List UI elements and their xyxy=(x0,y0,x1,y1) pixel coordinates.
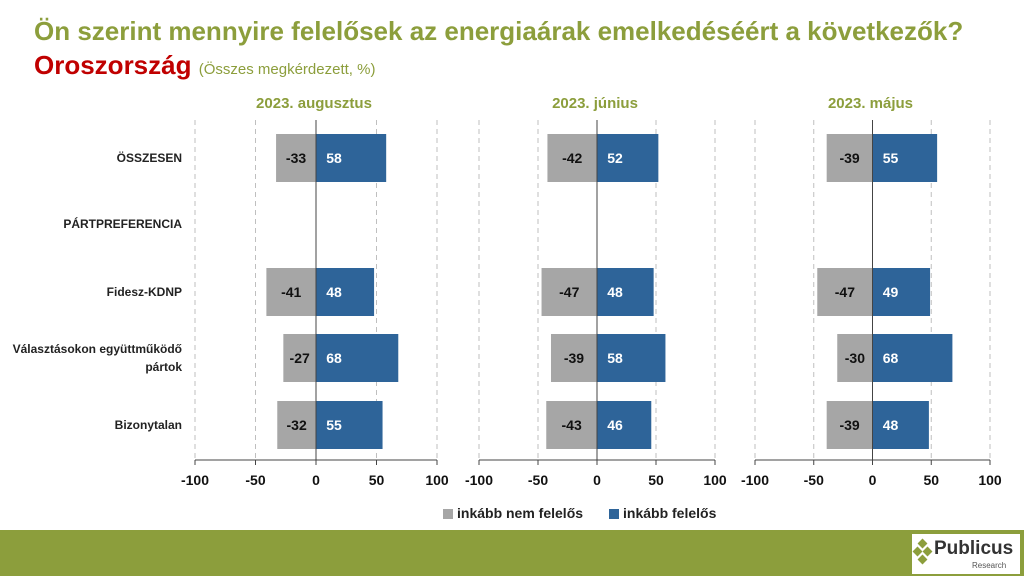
legend-positive-label: inkább felelős xyxy=(623,505,717,521)
bar-negative xyxy=(283,334,316,382)
x-tick-label: 100 xyxy=(978,472,1002,488)
data-label-negative: -41 xyxy=(281,284,301,300)
bar-negative xyxy=(826,134,873,182)
bar-negative xyxy=(547,134,597,182)
data-label-negative: -43 xyxy=(562,417,582,433)
legend-positive-swatch xyxy=(609,509,619,520)
category-label: pártok xyxy=(145,360,182,374)
title-main: Ön szerint mennyire felelősek az energia… xyxy=(34,16,964,46)
x-tick-label: -50 xyxy=(528,472,548,488)
data-label-negative: -32 xyxy=(287,417,307,433)
x-tick-label: 0 xyxy=(593,472,601,488)
bar-positive xyxy=(872,134,938,182)
bar-negative xyxy=(550,334,597,382)
panel-title: 2023. augusztus xyxy=(256,95,372,112)
data-label-positive: 48 xyxy=(326,284,342,300)
bar-negative xyxy=(837,334,873,382)
category-label: PÁRTPREFERENCIA xyxy=(63,216,182,231)
bar-negative xyxy=(277,401,316,449)
data-label-positive: 58 xyxy=(326,150,342,166)
data-label-positive: 49 xyxy=(883,284,899,300)
chart-area: ÖSSZESEN PÁRTPREFERENCIA Fidesz-KDNP Válasz… xyxy=(13,95,1002,488)
bar-positive xyxy=(316,401,383,449)
bar-negative xyxy=(541,268,597,316)
category-label: Fidesz-KDNP xyxy=(107,285,182,299)
category-label: Bizonytalan xyxy=(115,418,182,432)
legend-negative-swatch xyxy=(443,509,453,520)
data-label-positive: 58 xyxy=(607,350,623,366)
publicus-logo: Publicus Research xyxy=(912,534,1020,574)
bar-positive xyxy=(597,268,654,316)
legend-negative-label: inkább nem felelős xyxy=(457,505,584,521)
data-label-negative: -39 xyxy=(839,417,859,433)
legend-positive: inkább felelős xyxy=(609,505,716,521)
bar-negative xyxy=(546,401,597,449)
logo-name: Publicus xyxy=(934,538,1014,559)
x-tick-label: 0 xyxy=(869,472,877,488)
bar-positive xyxy=(597,334,666,382)
data-label-negative: -39 xyxy=(564,350,584,366)
logo-sub: Research xyxy=(972,561,1007,570)
bar-positive xyxy=(597,134,659,182)
bar-negative xyxy=(276,134,316,182)
bar-negative xyxy=(266,268,316,316)
data-label-positive: 68 xyxy=(883,350,899,366)
bar-positive xyxy=(872,401,929,449)
data-label-positive: 52 xyxy=(607,150,623,166)
data-label-positive: 46 xyxy=(607,417,623,433)
x-tick-label: -100 xyxy=(741,472,769,488)
data-label-negative: -47 xyxy=(835,284,855,300)
data-label-negative: -33 xyxy=(286,150,306,166)
data-label-positive: 68 xyxy=(326,350,342,366)
x-tick-label: 50 xyxy=(923,472,939,488)
data-label-positive: 48 xyxy=(607,284,623,300)
category-label: Választásokon együttműködő xyxy=(13,342,182,356)
data-label-negative: -47 xyxy=(559,284,579,300)
x-tick-label: 50 xyxy=(369,472,385,488)
data-label-negative: -30 xyxy=(845,350,865,366)
x-tick-label: -50 xyxy=(804,472,824,488)
bar-positive xyxy=(316,268,375,316)
data-label-positive: 48 xyxy=(883,417,899,433)
data-label-positive: 55 xyxy=(883,150,899,166)
x-tick-label: 0 xyxy=(312,472,320,488)
data-label-negative: -39 xyxy=(839,150,859,166)
bar-positive xyxy=(872,334,953,382)
bar-positive xyxy=(316,134,387,182)
chart-title: Ön szerint mennyire felelősek az energia… xyxy=(34,14,994,87)
category-label: ÖSSZESEN xyxy=(117,150,182,165)
x-tick-label: 100 xyxy=(703,472,727,488)
legend-negative: inkább nem felelős xyxy=(443,505,583,521)
x-tick-label: 100 xyxy=(425,472,449,488)
panel-title: 2023. május xyxy=(828,95,913,112)
x-tick-label: 50 xyxy=(648,472,664,488)
footer-bar xyxy=(0,530,1024,576)
data-label-positive: 55 xyxy=(326,417,342,433)
panel-title: 2023. június xyxy=(552,95,638,112)
bar-positive xyxy=(597,401,652,449)
title-country: Oroszország xyxy=(34,50,192,80)
logo-icon xyxy=(912,538,933,565)
bar-negative xyxy=(826,401,873,449)
data-label-negative: -42 xyxy=(562,150,582,166)
bar-positive xyxy=(872,268,931,316)
x-tick-label: -100 xyxy=(465,472,493,488)
bar-positive xyxy=(316,334,399,382)
bar-negative xyxy=(817,268,873,316)
x-tick-label: -100 xyxy=(181,472,209,488)
title-subtitle: (Összes megkérdezett, %) xyxy=(198,61,376,78)
x-tick-label: -50 xyxy=(245,472,265,488)
data-label-negative: -27 xyxy=(290,350,310,366)
